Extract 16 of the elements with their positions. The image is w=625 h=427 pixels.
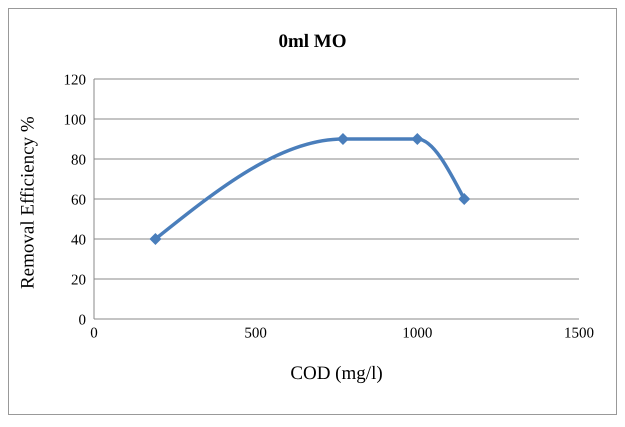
- chart-title: 0ml MO: [277, 31, 348, 53]
- point: [149, 233, 162, 245]
- y-tick-label: 20: [71, 272, 86, 288]
- y-tick-label: 120: [64, 72, 86, 88]
- y-tick-label: 0: [78, 312, 86, 328]
- y-tick-label: 40: [71, 232, 86, 248]
- y-tick-label: 80: [71, 152, 86, 168]
- x-tick-label: 0: [90, 326, 98, 342]
- x-tick-label: 1500: [564, 326, 594, 342]
- point: [458, 193, 470, 205]
- y-tick-label: 100: [64, 112, 86, 128]
- y-axis-title: Removal Efficiency %: [18, 116, 39, 289]
- x-tick-label: 1000: [402, 326, 432, 342]
- y-tick-label: 60: [71, 192, 86, 208]
- x-tick-label: 500: [244, 326, 267, 342]
- x-axis-title: COD (mg/l): [290, 363, 383, 384]
